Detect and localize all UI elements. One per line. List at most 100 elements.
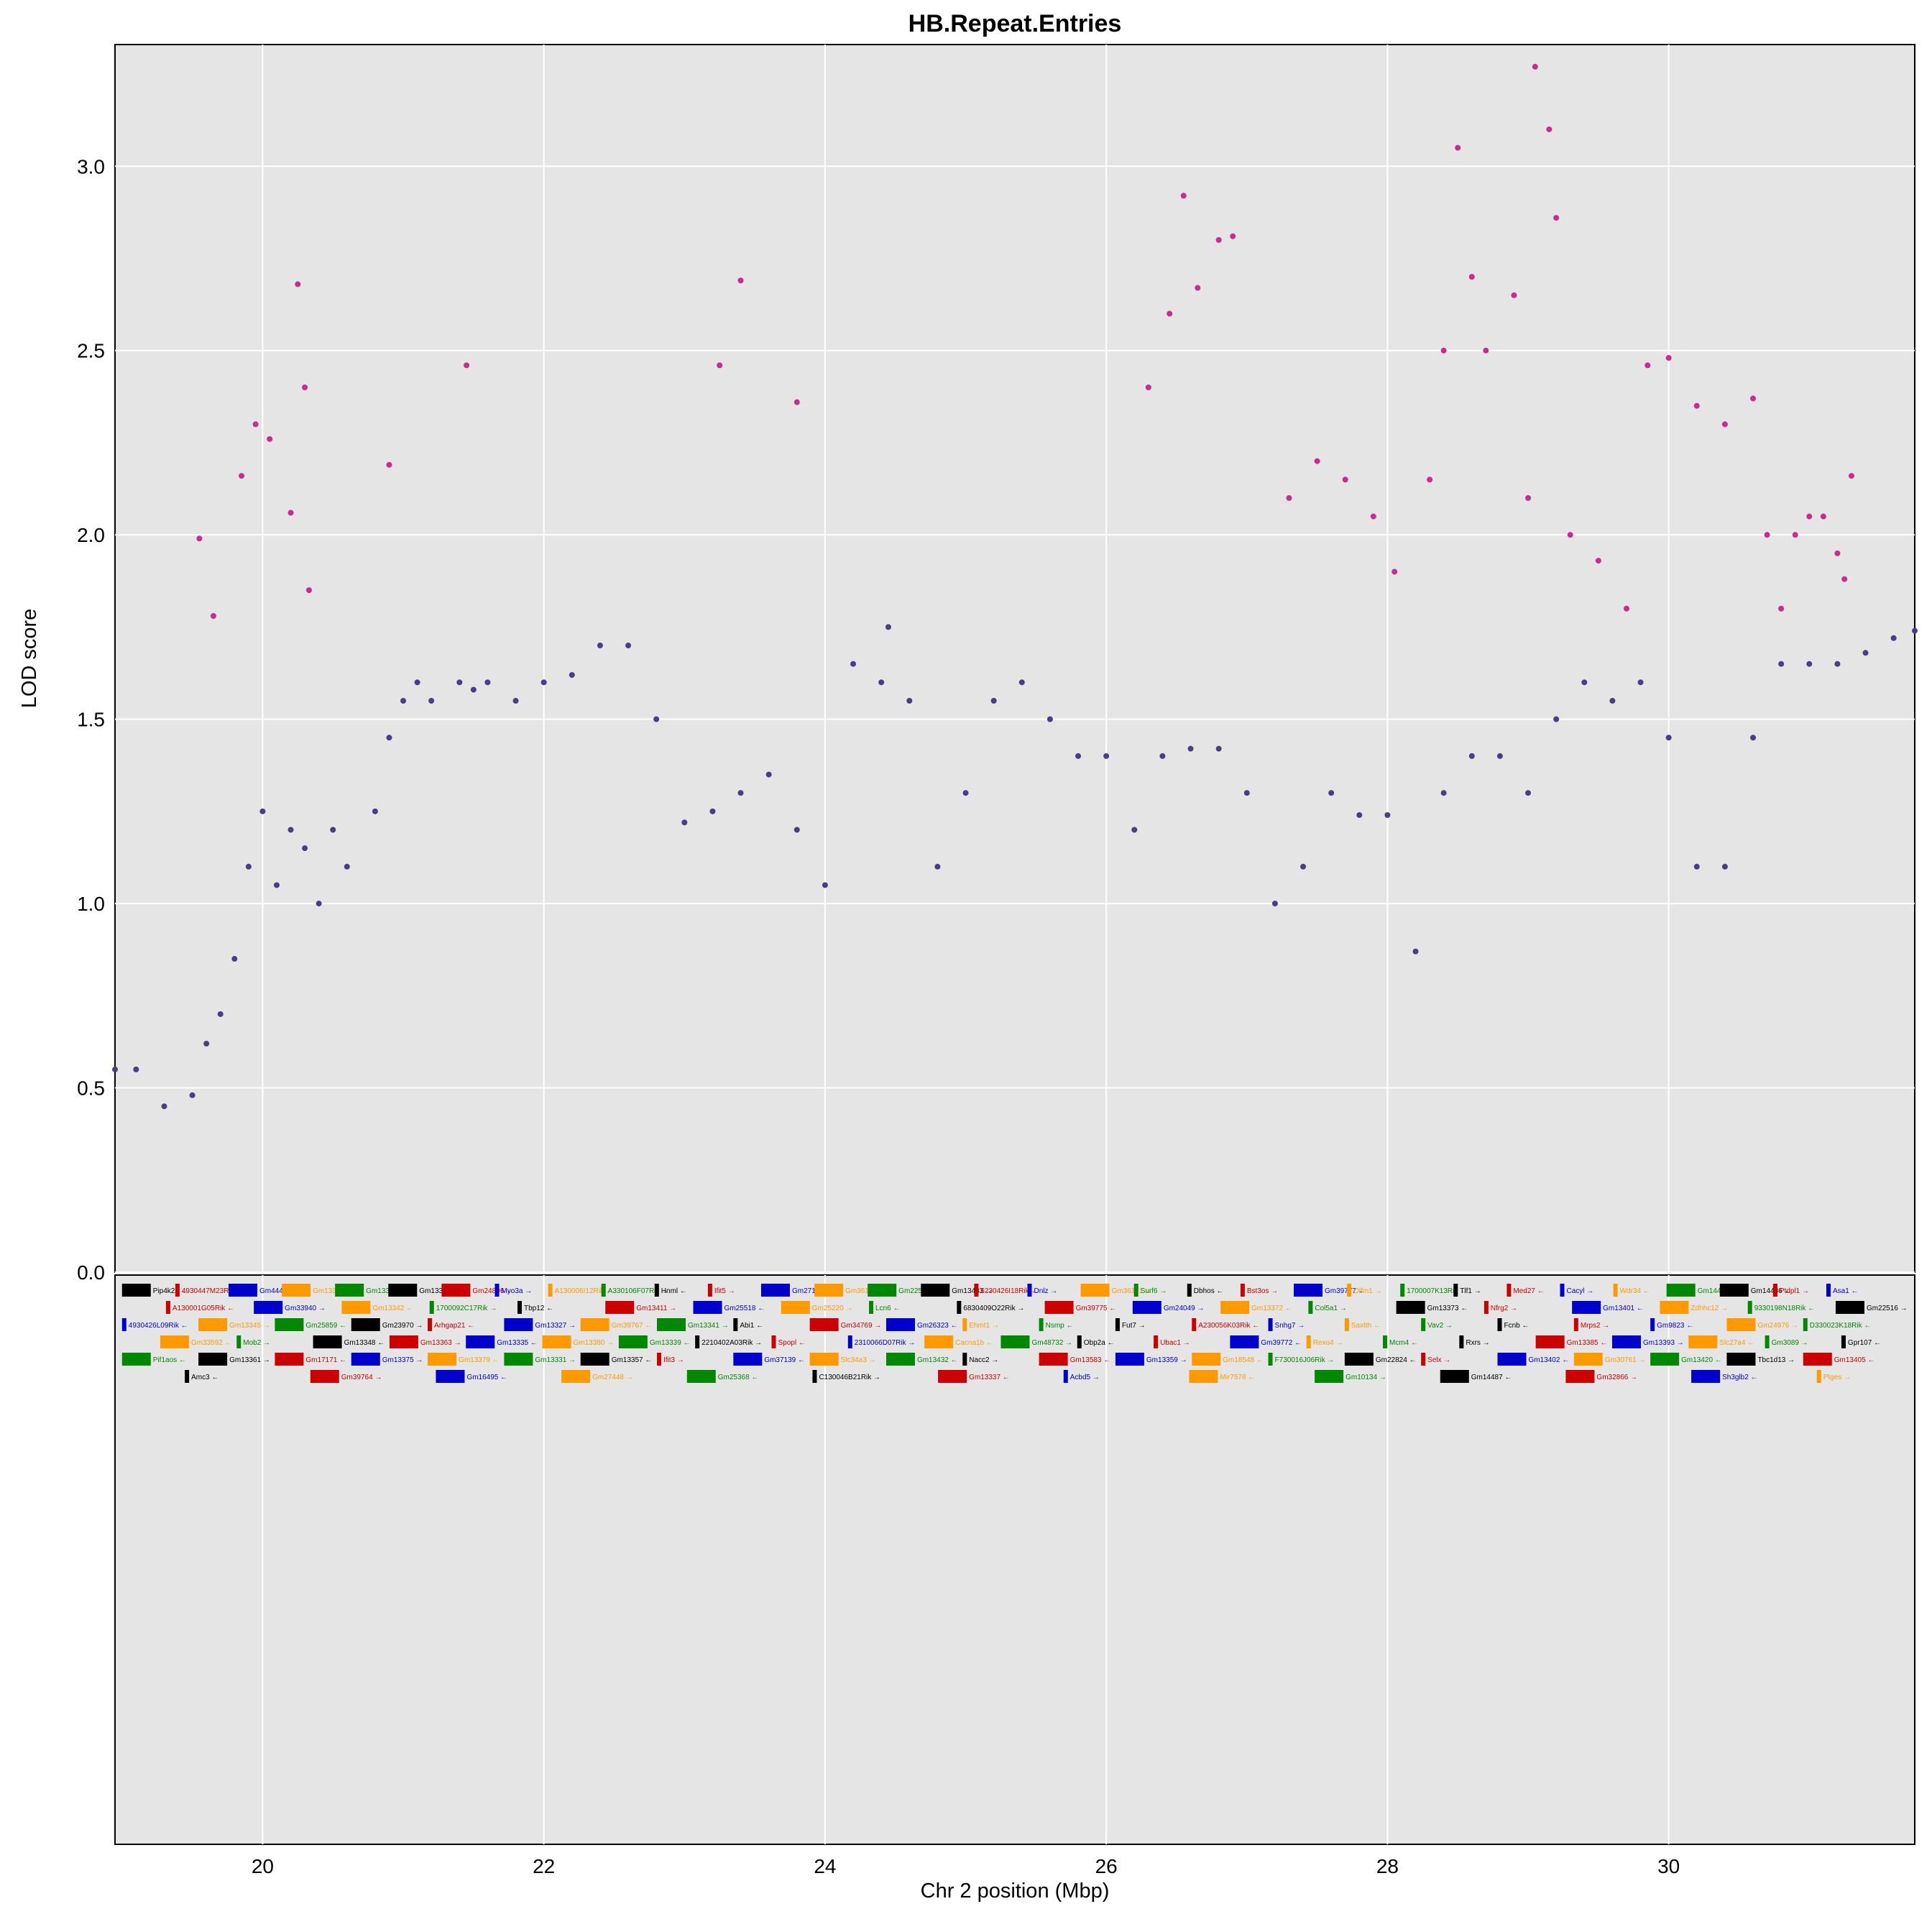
lod-point — [1271, 901, 1278, 907]
lod-point-significant — [1792, 532, 1798, 538]
gene-label: F730016J06Rik → — [1275, 1356, 1335, 1364]
gene-label: Gm37139 ← — [764, 1356, 805, 1364]
chart-title: HB.Repeat.Entries — [908, 10, 1122, 37]
gene-marker — [1666, 1284, 1696, 1297]
gene-label: Nfrg2 → — [1491, 1305, 1517, 1312]
gene-marker — [1726, 1318, 1756, 1331]
gene-marker — [1572, 1301, 1601, 1314]
gene-label: Ehmt1 → — [969, 1322, 999, 1330]
gene-marker — [1077, 1335, 1082, 1348]
lod-point — [512, 697, 519, 704]
gene-marker — [1453, 1284, 1458, 1297]
gene-label: Wdr34 ← — [1620, 1287, 1650, 1295]
gene-label: Gm25859 ← — [305, 1322, 346, 1330]
gene-marker — [275, 1318, 304, 1331]
gene-marker — [601, 1284, 606, 1297]
gene-marker — [1650, 1353, 1680, 1366]
gene-marker — [957, 1301, 962, 1314]
gene-label: 2210402A03Rik → — [702, 1339, 762, 1347]
lod-point-significant — [1145, 385, 1151, 391]
gene-label: Med27 ← — [1513, 1287, 1544, 1295]
gene-label: Gm13380 → — [574, 1339, 615, 1347]
lod-point-significant — [1195, 285, 1201, 291]
gene-marker — [1133, 1284, 1138, 1297]
gene-marker — [561, 1370, 591, 1383]
gene-label: Gm13401 ← — [1603, 1305, 1644, 1312]
lod-panel-background — [114, 44, 1915, 1273]
gene-label: Gm14471 → — [1698, 1287, 1739, 1295]
gene-label: Gm13375 → — [382, 1356, 423, 1364]
gene-marker — [1421, 1318, 1426, 1331]
gene-marker — [1650, 1318, 1655, 1331]
gene-label: Gm13377 → — [419, 1287, 460, 1295]
gene-marker — [1613, 1284, 1618, 1297]
gene-label: Obp2a ← — [1084, 1339, 1115, 1347]
gene-marker — [428, 1318, 433, 1331]
lod-point — [259, 808, 266, 814]
lod-point — [273, 882, 280, 888]
gene-marker — [1039, 1353, 1068, 1366]
gene-marker — [695, 1335, 700, 1348]
lod-point — [1440, 790, 1447, 796]
gene-marker — [707, 1284, 712, 1297]
lod-point-significant — [1455, 144, 1461, 151]
gene-label: 6230426I18Rik ← — [980, 1287, 1038, 1295]
lod-point — [1862, 650, 1869, 656]
lod-point — [1018, 679, 1025, 686]
gene-marker — [733, 1353, 763, 1366]
y-axis: 0.0 0.5 1.0 1.5 2.0 2.5 3.0 — [77, 155, 105, 1284]
lod-point — [316, 901, 322, 907]
lod-point-significant — [1764, 532, 1770, 538]
lod-point — [1103, 753, 1110, 759]
gene-marker — [121, 1318, 126, 1331]
lod-point-significant — [386, 461, 392, 468]
gene-label: Gm13583 ← — [1070, 1356, 1111, 1364]
lod-point-significant — [1525, 494, 1532, 501]
lod-point-significant — [1546, 126, 1552, 132]
x-tick-label: 24 — [814, 1855, 836, 1877]
gene-label: Gm13420 ← — [1681, 1356, 1722, 1364]
gene-marker — [771, 1335, 776, 1348]
gene-marker — [760, 1284, 790, 1297]
lod-point — [231, 956, 238, 962]
lod-point-significant — [1834, 550, 1841, 556]
gene-marker — [351, 1353, 380, 1366]
lod-point-significant — [1511, 292, 1517, 298]
lod-point — [217, 1011, 224, 1017]
gene-label: Pip4k2a ← — [153, 1287, 188, 1295]
gene-label: Gm36147 → — [845, 1287, 886, 1295]
lod-point-significant — [239, 473, 245, 479]
lod-point — [1806, 661, 1813, 667]
lod-point-significant — [1392, 569, 1398, 575]
gene-label: Gm13327 → — [535, 1322, 576, 1330]
gene-marker — [198, 1318, 228, 1331]
gene-marker — [1765, 1335, 1770, 1348]
gene-marker — [1027, 1284, 1032, 1297]
gene-label: Amc3 ← — [191, 1374, 218, 1381]
gene-label: Gm22824 ← — [1376, 1356, 1417, 1364]
x-tick-label: 30 — [1657, 1855, 1680, 1877]
x-axis-label: Chr 2 position (Mbp) — [921, 1880, 1110, 1903]
gene-label: 9330198N18Rik ← — [1754, 1305, 1816, 1312]
lod-point-significant — [885, 624, 891, 630]
gene-label: Gm30761 → — [1605, 1356, 1646, 1364]
gene-label: Gm26323 ← — [917, 1322, 958, 1330]
gene-label: A230056K03Rik ← — [1198, 1322, 1259, 1330]
x-tick-label: 22 — [533, 1855, 555, 1877]
gene-marker — [1826, 1284, 1831, 1297]
gene-panel: Pip4k2a ←4930447M23Rik → Gm44457 ← Gm13328… — [114, 1274, 1915, 1845]
gene-label: Acbd5 → — [1070, 1374, 1100, 1381]
gene-label: Mob2 → — [243, 1339, 270, 1347]
gene-marker — [1484, 1301, 1489, 1314]
gene-marker — [1688, 1335, 1718, 1348]
lod-points — [112, 63, 1918, 1110]
lod-point-significant — [1286, 494, 1292, 501]
gene-label: Gm10134 → — [1346, 1374, 1386, 1381]
lod-point — [625, 643, 632, 649]
gene-panel-background — [114, 1274, 1915, 1845]
gene-label: Rexo4 → — [1313, 1339, 1343, 1347]
gene-label: Cacna1b ← — [955, 1339, 993, 1347]
y-axis-label: LOD score — [18, 609, 41, 709]
gene-marker — [1187, 1284, 1192, 1297]
gene-marker — [542, 1335, 571, 1348]
